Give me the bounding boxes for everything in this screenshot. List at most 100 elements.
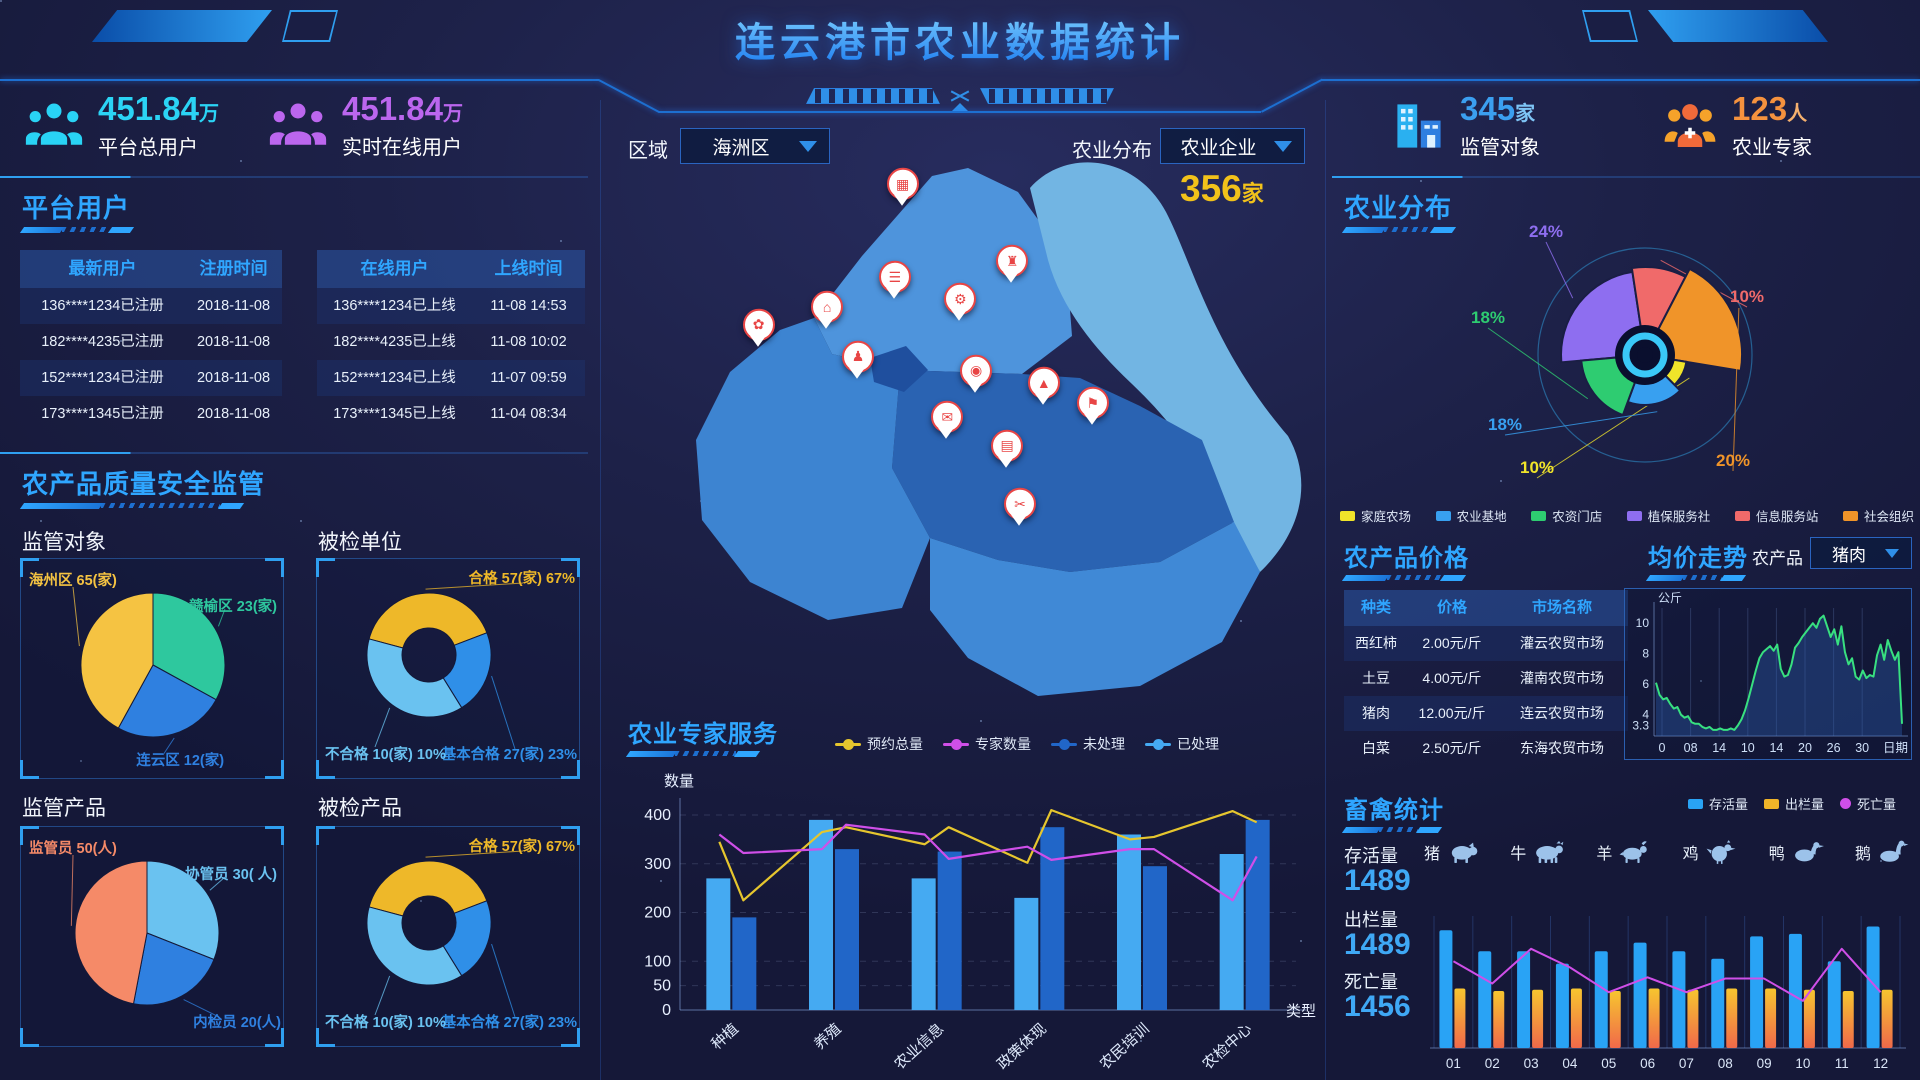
legend-item-家庭农场[interactable]: 家庭农场 [1340,506,1411,525]
bar-已处理[interactable] [1219,854,1244,1010]
bar-出栏量[interactable] [1803,989,1815,1048]
market-pin[interactable]: ▦ [886,168,919,208]
animal-item-鸡[interactable]: 鸡 [1683,840,1738,864]
svg-text:4: 4 [1642,708,1649,722]
legend-item-预约总量[interactable]: 预约总量 [835,734,923,754]
legend-item-死亡量[interactable]: 死亡量 [1840,794,1896,813]
camp-pin[interactable]: ▲ [1027,366,1060,407]
pie-slice-合格[interactable] [368,860,488,917]
bar-未处理[interactable] [1143,866,1167,1010]
bar-出栏量[interactable] [1842,990,1854,1048]
animal-item-牛[interactable]: 牛 [1510,840,1565,864]
bar-存活量[interactable] [1788,933,1802,1048]
bar-已处理[interactable] [706,878,731,1010]
pie-slice-协管员[interactable] [146,860,220,961]
pie-slice-内检员[interactable] [132,932,215,1006]
pie-slice-连云区[interactable] [117,664,217,738]
map-region-coast[interactable] [1030,162,1302,572]
location-pin[interactable]: ◉ [960,354,993,395]
panel-divider-left [600,100,601,1080]
legend-item-农资门店[interactable]: 农资门店 [1531,506,1602,525]
pie-slice-label: 连云区 12(家) [136,753,225,769]
map-region-south[interactable] [930,522,1260,696]
legend-item-出栏量[interactable]: 出栏量 [1764,794,1824,813]
bar-未处理[interactable] [835,849,859,1010]
column-header: 在线用户 [360,259,429,278]
bar-未处理[interactable] [937,851,962,1010]
bar-出栏量[interactable] [1687,989,1699,1048]
bar-出栏量[interactable] [1648,988,1660,1048]
pie-slice-不合格[interactable] [366,638,463,718]
map-region-middle[interactable] [892,370,1234,572]
buildings-icon [1397,104,1441,148]
distribution-select[interactable]: 农业企业 [1160,128,1305,164]
animal-item-羊[interactable]: 羊 [1596,840,1651,864]
legend-item-农业基地[interactable]: 农业基地 [1435,506,1507,525]
title-deco-x-icon [948,89,972,103]
x-axis-label: 政策体现 [994,1020,1050,1073]
table-cell: 11-07 09:59 [490,370,567,386]
chicken-icon [1704,840,1738,864]
animal-item-鸭[interactable]: 鸭 [1769,840,1824,864]
bar-存活量[interactable] [1594,951,1608,1048]
legend-item-专家数量[interactable]: 专家数量 [943,734,1031,754]
stat-value: 451.84 [98,90,199,127]
bar-已处理[interactable] [1014,897,1039,1010]
bar-存活量[interactable] [1750,936,1764,1048]
bar-出栏量[interactable] [1570,988,1582,1048]
pie-slice-海州区[interactable] [80,592,154,729]
bar-存活量[interactable] [1555,963,1569,1048]
region-select[interactable]: 海洲区 [680,128,830,164]
bar-存活量[interactable] [1866,926,1880,1048]
bar-已处理[interactable] [809,819,833,1010]
bar-出栏量[interactable] [1609,990,1621,1048]
planting-pin[interactable]: ✿ [742,308,775,349]
legend-item-存活量[interactable]: 存活量 [1688,794,1748,813]
bar-出栏量[interactable] [1532,989,1544,1048]
mail-pin[interactable]: ✉ [931,401,964,441]
bar-存活量[interactable] [1711,958,1725,1048]
pie-slice-监管员[interactable] [74,860,148,1005]
animal-item-鹅[interactable]: 鹅 [1855,840,1910,864]
bar-出栏量[interactable] [1454,988,1466,1048]
bar-存活量[interactable] [1439,930,1453,1048]
bar-出栏量[interactable] [1881,989,1893,1048]
flag-pin[interactable]: ⚑ [1076,387,1109,427]
donut-chart-inspected-products: 合格 57(家) 67% 基本合格 27(家) 23% 不合格 10(家) 10% [316,826,580,1047]
map-region-west[interactable] [696,318,930,620]
station-pin[interactable]: ♜ [996,244,1029,285]
bar-出栏量[interactable] [1493,990,1505,1048]
legend-item-植保服务社[interactable]: 植保服务社 [1626,506,1710,525]
bar-存活量[interactable] [1827,961,1841,1048]
enterprise-pin[interactable]: ▤ [991,429,1024,470]
bar-出栏量[interactable] [1765,988,1777,1048]
bar-未处理[interactable] [732,917,757,1010]
bar-已处理[interactable] [1117,834,1141,1011]
bar-已处理[interactable] [911,878,936,1010]
product-select[interactable]: 猪肉 [1810,537,1912,569]
legend-item-社会组织[interactable]: 社会组织 [1842,506,1914,525]
pie-slice-合格[interactable] [368,592,488,649]
table-cell: 白菜 [1362,740,1390,756]
shear-pin[interactable]: ✂ [1004,487,1037,528]
animal-item-猪[interactable]: 猪 [1424,840,1479,864]
bar-未处理[interactable] [1245,819,1270,1010]
pie-slice-基本合格[interactable] [442,900,492,977]
legend-item-信息服务站[interactable]: 信息服务站 [1734,506,1818,525]
bar-存活量[interactable] [1478,951,1492,1048]
bar-出栏量[interactable] [1726,988,1738,1048]
farmer-pin[interactable]: ♟ [842,340,875,381]
pie-slice-基本合格[interactable] [442,632,492,709]
bar-存活量[interactable] [1672,951,1686,1048]
bar-存活量[interactable] [1633,942,1647,1048]
pie-slice-赣榆区[interactable] [152,592,226,701]
map-region-north[interactable] [814,168,1072,374]
bar-存活量[interactable] [1517,951,1531,1048]
farmhouse-pin[interactable]: ⌂ [811,290,844,331]
pie-slice-不合格[interactable] [366,906,463,986]
legend-item-未处理[interactable]: 未处理 [1051,734,1125,754]
expert-chart-legend: 预约总量 专家数量 未处理 已处理 [835,734,1219,754]
legend-item-已处理[interactable]: 已处理 [1145,734,1219,754]
factory-pin[interactable]: ⚙ [944,282,977,323]
info-pin[interactable]: ☰ [878,261,911,301]
